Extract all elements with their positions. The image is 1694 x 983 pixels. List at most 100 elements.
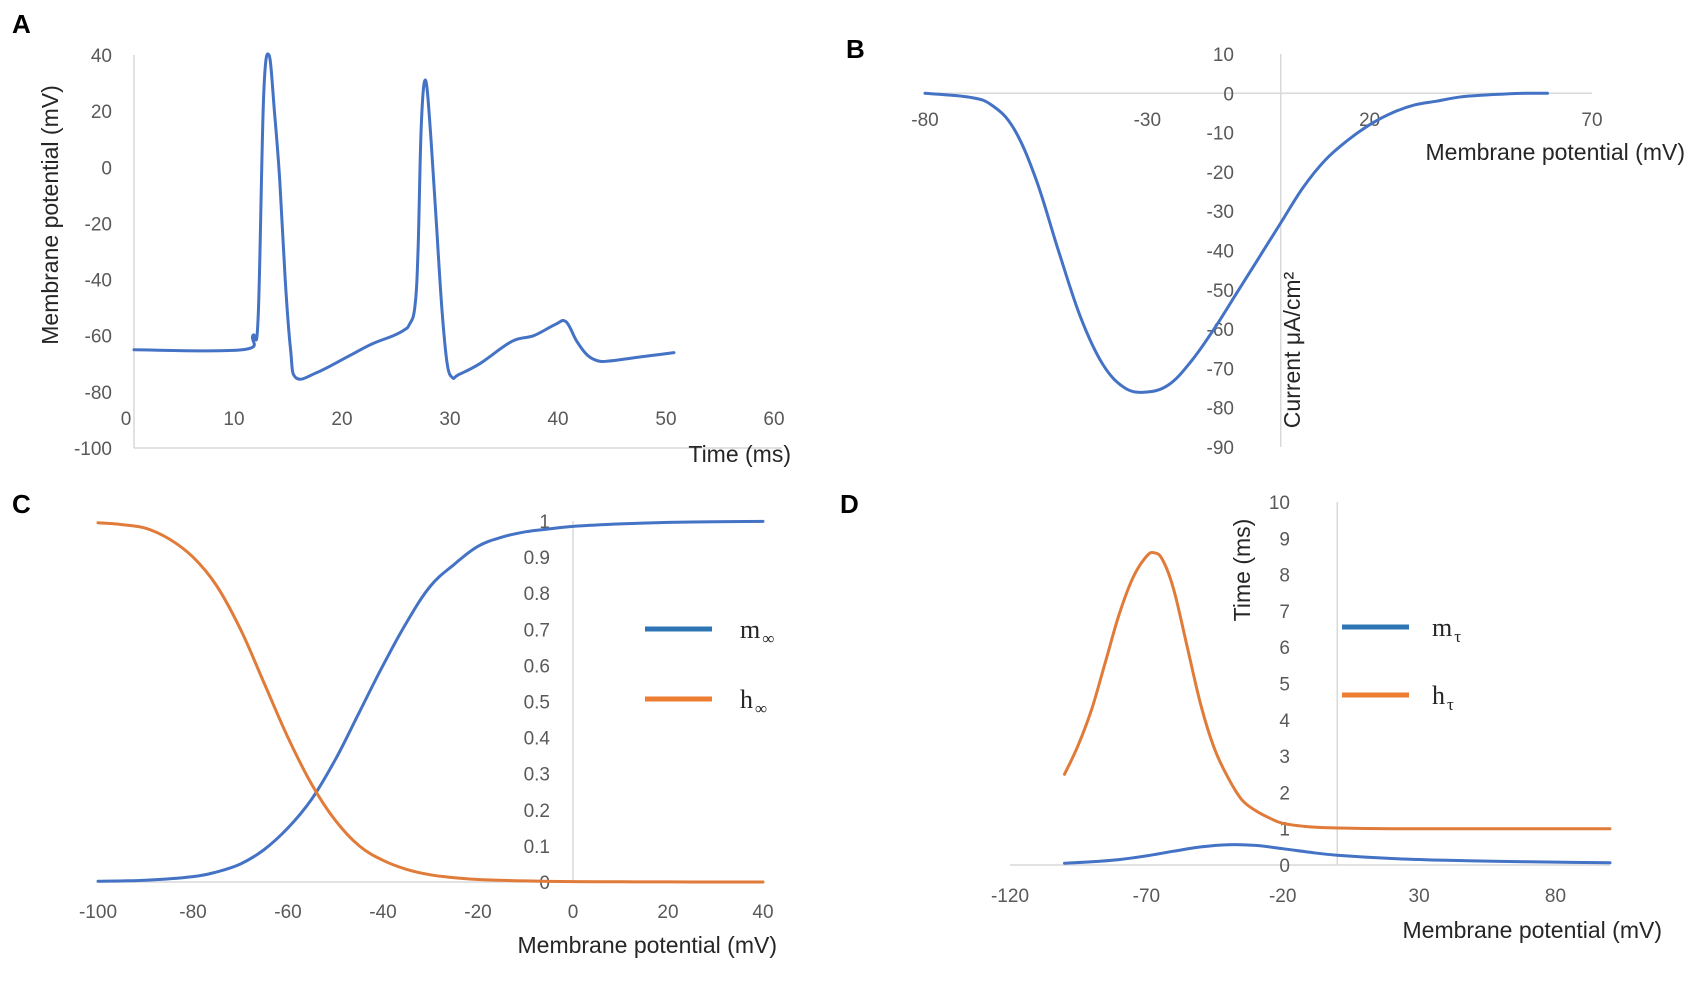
x-tick-label: -20 (1269, 886, 1296, 907)
y-tick-label: 7 (1279, 602, 1290, 623)
y-tick-label: -20 (85, 214, 112, 235)
x-tick-label: -120 (991, 886, 1029, 907)
series-line (96, 521, 765, 884)
panel-letter: C (12, 489, 31, 519)
x-tick-label: 70 (1581, 110, 1602, 131)
legend-label-sub: ∞ (755, 699, 767, 718)
x-axis-title: Membrane potential (mV) (1403, 917, 1663, 943)
y-tick-label: -10 (1207, 124, 1234, 145)
x-axis-title: Time (ms) (688, 441, 791, 467)
y-tick-label: 3 (1279, 747, 1290, 768)
series-line (923, 91, 1549, 394)
legend-label-main: m (740, 615, 760, 644)
x-tick-label: -30 (1134, 110, 1161, 131)
x-tick-label: -80 (911, 110, 938, 131)
x-tick-label: -80 (179, 902, 206, 923)
y-axis-title: Current μA/cm² (1279, 271, 1305, 428)
x-tick-label: -40 (369, 902, 396, 923)
x-tick-label: -20 (464, 902, 491, 923)
y-axis-title: Membrane potential (mV) (37, 85, 63, 345)
y-tick-label: 0.5 (524, 693, 550, 714)
series-line (1063, 843, 1612, 865)
y-tick-label: 20 (91, 102, 112, 123)
x-tick-label: 60 (763, 409, 784, 430)
y-tick-label: 40 (91, 46, 112, 67)
y-tick-label: -60 (85, 327, 112, 348)
y-tick-label: 0.1 (524, 837, 550, 858)
legend-label-sub: τ (1454, 627, 1461, 646)
y-tick-label: 1 (539, 512, 550, 533)
x-tick-label: 40 (752, 902, 773, 923)
legend-label-main: h (740, 685, 753, 714)
y-tick-label: 0 (101, 158, 112, 179)
x-tick-label: 0 (121, 409, 132, 430)
legend-label-main: h (1432, 681, 1445, 710)
x-tick-label: 20 (1359, 110, 1380, 131)
y-tick-label: 6 (1279, 638, 1290, 659)
series-line (96, 519, 765, 883)
series-line (1063, 550, 1612, 831)
legend-label-sub: τ (1447, 695, 1454, 714)
y-tick-label: 9 (1279, 529, 1290, 550)
x-tick-label: 10 (223, 409, 244, 430)
x-tick-label: 40 (547, 409, 568, 430)
y-tick-label: 0 (539, 873, 550, 894)
y-tick-label: 0.8 (524, 584, 550, 605)
chart-panel-a: A 0 10 20 30 40 50 60 40 20 0 -20 -40 -60 -80 -100 Time … (12, 9, 791, 467)
legend-label: h ∞ (740, 685, 767, 718)
y-tick-label: 0.2 (524, 801, 550, 822)
y-tick-label: 0.9 (524, 548, 550, 569)
y-tick-label: -100 (74, 439, 112, 460)
x-tick-label: 0 (568, 902, 579, 923)
x-axis-title: Membrane potential (mV) (518, 932, 778, 958)
x-tick-label: -60 (274, 902, 301, 923)
y-tick-label: -80 (1207, 399, 1234, 420)
y-tick-label: 0.7 (524, 620, 550, 641)
y-tick-label: -40 (85, 271, 112, 292)
x-tick-label: 30 (1409, 886, 1430, 907)
series-line (132, 52, 676, 381)
chart-panel-c: C -100 -80 -60 -40 -20 0 20 40 1 0.9 0.8 0.7 0.6 0.5 0.… (12, 489, 777, 958)
legend-label-sub: ∞ (762, 629, 774, 648)
y-tick-label: -60 (1207, 320, 1234, 341)
x-tick-label: 30 (439, 409, 460, 430)
y-axis-title: Time (ms) (1229, 519, 1255, 622)
legend-label-main: m (1432, 613, 1452, 642)
x-tick-label: 80 (1545, 886, 1566, 907)
y-tick-label: 10 (1213, 45, 1234, 66)
y-tick-label: -70 (1207, 359, 1234, 380)
y-tick-label: -20 (1207, 163, 1234, 184)
x-tick-label: 20 (331, 409, 352, 430)
y-tick-label: -90 (1207, 438, 1234, 459)
panel-letter: A (12, 9, 31, 39)
x-tick-label: 50 (655, 409, 676, 430)
legend: m ∞h ∞ (645, 615, 774, 718)
y-tick-label: -40 (1207, 242, 1234, 263)
y-tick-label: -30 (1207, 202, 1234, 223)
x-tick-label: 20 (657, 902, 678, 923)
y-tick-label: 8 (1279, 566, 1290, 587)
legend: m τh τ (1342, 613, 1461, 714)
y-tick-label: 0.6 (524, 656, 550, 677)
x-axis-title: Membrane potential (mV) (1426, 139, 1686, 165)
y-tick-label: 0 (1279, 856, 1290, 877)
panel-letter: D (840, 489, 859, 519)
y-tick-label: 10 (1269, 493, 1290, 514)
y-tick-label: -80 (85, 383, 112, 404)
y-tick-label: 0 (1223, 84, 1234, 105)
y-tick-label: 2 (1279, 783, 1290, 804)
y-tick-label: 1 (1279, 820, 1290, 841)
x-tick-label: -70 (1133, 886, 1160, 907)
y-tick-label: -50 (1207, 281, 1234, 302)
chart-panel-b: B -80 -30 20 70 10 0 -10 -20 -30 -40 -50 -60 -70 -80 -9… (846, 34, 1685, 459)
y-tick-label: 5 (1279, 675, 1290, 696)
y-tick-label: 0.3 (524, 765, 550, 786)
y-tick-label: 0.4 (524, 729, 551, 750)
x-tick-label: -100 (79, 902, 117, 923)
legend-label: m ∞ (740, 615, 774, 648)
y-tick-label: 4 (1279, 711, 1290, 732)
